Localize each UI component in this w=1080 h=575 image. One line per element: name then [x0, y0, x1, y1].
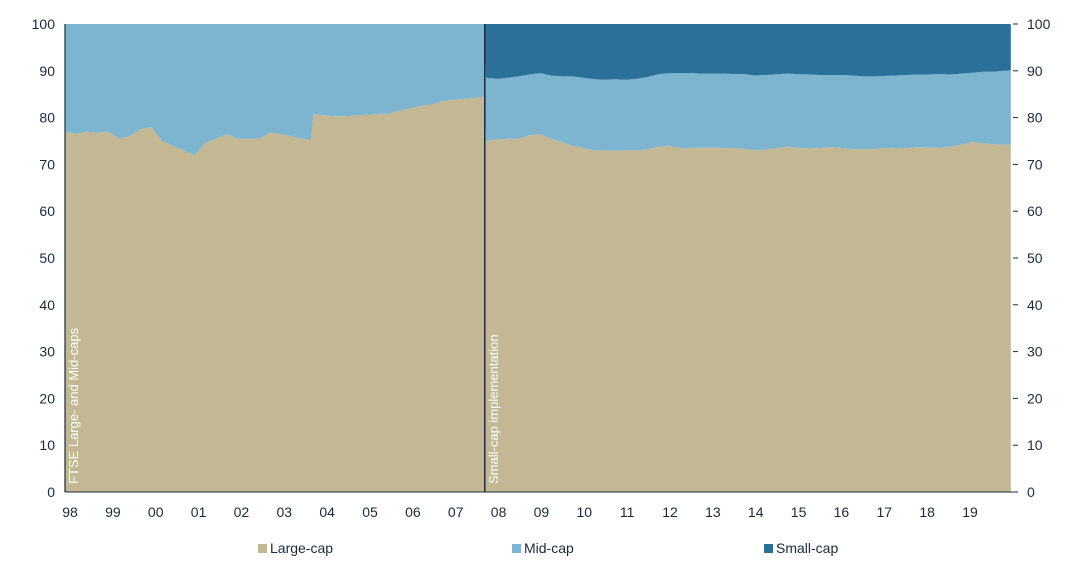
annotation-large-mid-caps: FTSE Large- and Mid-caps	[66, 327, 81, 484]
legend-swatch-mid-cap	[512, 544, 521, 553]
y-tick-right-80: 80	[1027, 110, 1043, 126]
legend-label-small-cap: Small-cap	[776, 540, 838, 556]
x-tick-16-18: 16	[834, 504, 850, 520]
legend-swatch-small-cap	[764, 544, 773, 553]
x-tick-05-7: 05	[362, 504, 378, 520]
y-tick-left-20: 20	[39, 390, 55, 406]
y-tick-right-40: 40	[1027, 297, 1043, 313]
y-tick-right-10: 10	[1027, 437, 1043, 453]
area-mid-cap	[65, 24, 1011, 155]
y-tick-left-100: 100	[32, 16, 56, 32]
y-tick-right-20: 20	[1027, 390, 1043, 406]
legend: Large-cap Mid-cap Small-cap	[258, 540, 838, 556]
x-tick-99-1: 99	[105, 504, 121, 520]
y-tick-right-30: 30	[1027, 344, 1043, 360]
y-tick-left-70: 70	[39, 156, 55, 172]
x-tick-06-8: 06	[405, 504, 421, 520]
y-tick-left-0: 0	[47, 484, 55, 500]
y-tick-left-50: 50	[39, 250, 55, 266]
x-tick-18-20: 18	[919, 504, 935, 520]
y-tick-right-0: 0	[1027, 484, 1035, 500]
y-tick-right-70: 70	[1027, 156, 1043, 172]
x-tick-03-5: 03	[276, 504, 292, 520]
x-tick-01-3: 01	[191, 504, 207, 520]
x-tick-04-6: 04	[319, 504, 335, 520]
x-tick-98-0: 98	[62, 504, 78, 520]
annotation-layer: FTSE Large- and Mid-caps Small-cap implem…	[66, 327, 501, 484]
y-tick-right-90: 90	[1027, 63, 1043, 79]
y-tick-left-60: 60	[39, 203, 55, 219]
area-small-cap	[65, 24, 1011, 80]
legend-swatch-large-cap	[258, 544, 267, 553]
annotation-small-cap-implementation: Small-cap implementation	[486, 334, 501, 484]
x-tick-02-4: 02	[234, 504, 250, 520]
y-tick-right-50: 50	[1027, 250, 1043, 266]
y-tick-left-10: 10	[39, 437, 55, 453]
x-tick-13-15: 13	[705, 504, 721, 520]
area-large-cap	[65, 96, 1011, 492]
legend-label-large-cap: Large-cap	[270, 540, 333, 556]
x-tick-19-21: 19	[962, 504, 978, 520]
x-tick-09-11: 09	[534, 504, 550, 520]
y-tick-left-90: 90	[39, 63, 55, 79]
divider-layer	[64, 24, 1013, 493]
x-tick-00-2: 00	[148, 504, 164, 520]
x-tick-07-9: 07	[448, 504, 464, 520]
y-tick-right-60: 60	[1027, 203, 1043, 219]
x-tick-11-13: 11	[620, 504, 635, 520]
area-layer	[65, 24, 1011, 492]
y-tick-left-80: 80	[39, 110, 55, 126]
legend-label-mid-cap: Mid-cap	[524, 540, 574, 556]
x-tick-12-14: 12	[662, 504, 678, 520]
y-tick-left-30: 30	[39, 344, 55, 360]
x-tick-14-16: 14	[748, 504, 764, 520]
x-tick-15-17: 15	[791, 504, 807, 520]
x-tick-08-10: 08	[491, 504, 507, 520]
x-tick-10-12: 10	[576, 504, 592, 520]
x-tick-17-19: 17	[876, 504, 892, 520]
y-tick-left-40: 40	[39, 297, 55, 313]
y-tick-right-100: 100	[1027, 16, 1051, 32]
